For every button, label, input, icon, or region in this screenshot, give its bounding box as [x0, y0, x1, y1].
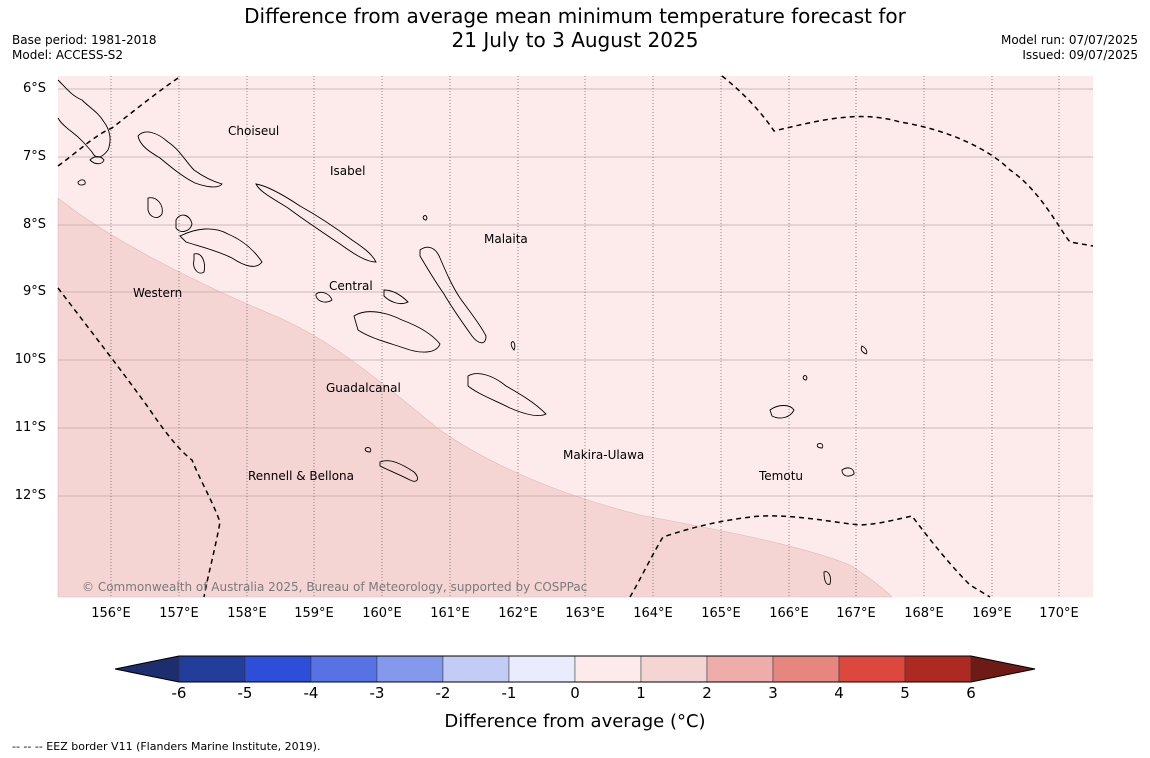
lon-label: 166°E — [769, 606, 809, 621]
lat-label: 10°S — [14, 352, 46, 367]
chart-title-line1: Difference from average mean minimum tem… — [244, 4, 906, 28]
lon-label: 167°E — [836, 606, 876, 621]
colorbar-tick: 5 — [900, 684, 910, 702]
lon-label: 168°E — [904, 606, 944, 621]
colorbar-tick: 6 — [966, 684, 976, 702]
lon-label: 163°E — [565, 606, 605, 621]
colorbar-tick: 0 — [570, 684, 580, 702]
lat-label: 9°S — [22, 284, 46, 299]
lon-label: 159°E — [294, 606, 334, 621]
lon-label: 164°E — [633, 606, 673, 621]
region-label-central: Central — [329, 279, 373, 293]
colorbar-tick: -1 — [501, 684, 517, 702]
lat-label: 8°S — [22, 217, 46, 232]
chart-title-line2: 21 July to 3 August 2025 — [451, 28, 699, 52]
island-outlines — [57, 79, 868, 585]
region-label-western: Western — [133, 286, 183, 300]
colorbar-tick: 2 — [702, 684, 712, 702]
lat-label: 12°S — [14, 488, 46, 503]
lon-label: 160°E — [362, 606, 402, 621]
region-label-isabel: Isabel — [330, 164, 366, 178]
colorbar-tick: -6 — [171, 684, 187, 702]
lat-label: 6°S — [22, 81, 46, 96]
anomaly-area-1-2 — [57, 197, 893, 598]
latitude-gridlines — [58, 88, 1093, 497]
model-run-text: Model run: 07/07/2025 — [1000, 33, 1138, 47]
colorbar-tick: -3 — [369, 684, 385, 702]
lon-label: 161°E — [430, 606, 470, 621]
issued-text: Issued: 09/07/2025 — [1022, 48, 1138, 62]
colorbar-tick: 3 — [768, 684, 778, 702]
region-label-guadalcanal: Guadalcanal — [326, 381, 401, 395]
copyright-text: © Commonwealth of Australia 2025, Bureau… — [82, 580, 588, 594]
region-label-malaita: Malaita — [484, 232, 528, 246]
eez-borders — [57, 75, 1094, 598]
region-label-temotu: Temotu — [759, 469, 804, 483]
lat-label: 7°S — [22, 149, 46, 164]
region-label-makira-ulawa: Makira-Ulawa — [563, 448, 645, 462]
lat-label: 11°S — [14, 420, 46, 435]
colorbar-tick: 4 — [834, 684, 844, 702]
lon-label: 156°E — [91, 606, 131, 621]
model-text: Model: ACCESS-S2 — [12, 48, 124, 62]
region-label-choiseul: Choiseul — [228, 124, 280, 138]
region-label-rennell-bellona: Rennell & Bellona — [248, 469, 355, 483]
lon-label: 157°E — [159, 606, 199, 621]
colorbar-tick: -5 — [237, 684, 253, 702]
colorbar-tick: -4 — [303, 684, 319, 702]
lon-label: 170°E — [1039, 606, 1079, 621]
lon-label: 158°E — [227, 606, 267, 621]
base-period-text: Base period: 1981-2018 — [12, 33, 157, 47]
colorbar-tick: 1 — [636, 684, 646, 702]
eez-footnote: -- -- -- EEZ border V11 (Flanders Marine… — [12, 740, 321, 753]
lon-label: 165°E — [701, 606, 741, 621]
lon-label: 162°E — [498, 606, 538, 621]
colorbar-label: Difference from average (°C) — [444, 711, 706, 732]
lon-label: 169°E — [972, 606, 1012, 621]
colorbar-tick: -2 — [435, 684, 451, 702]
